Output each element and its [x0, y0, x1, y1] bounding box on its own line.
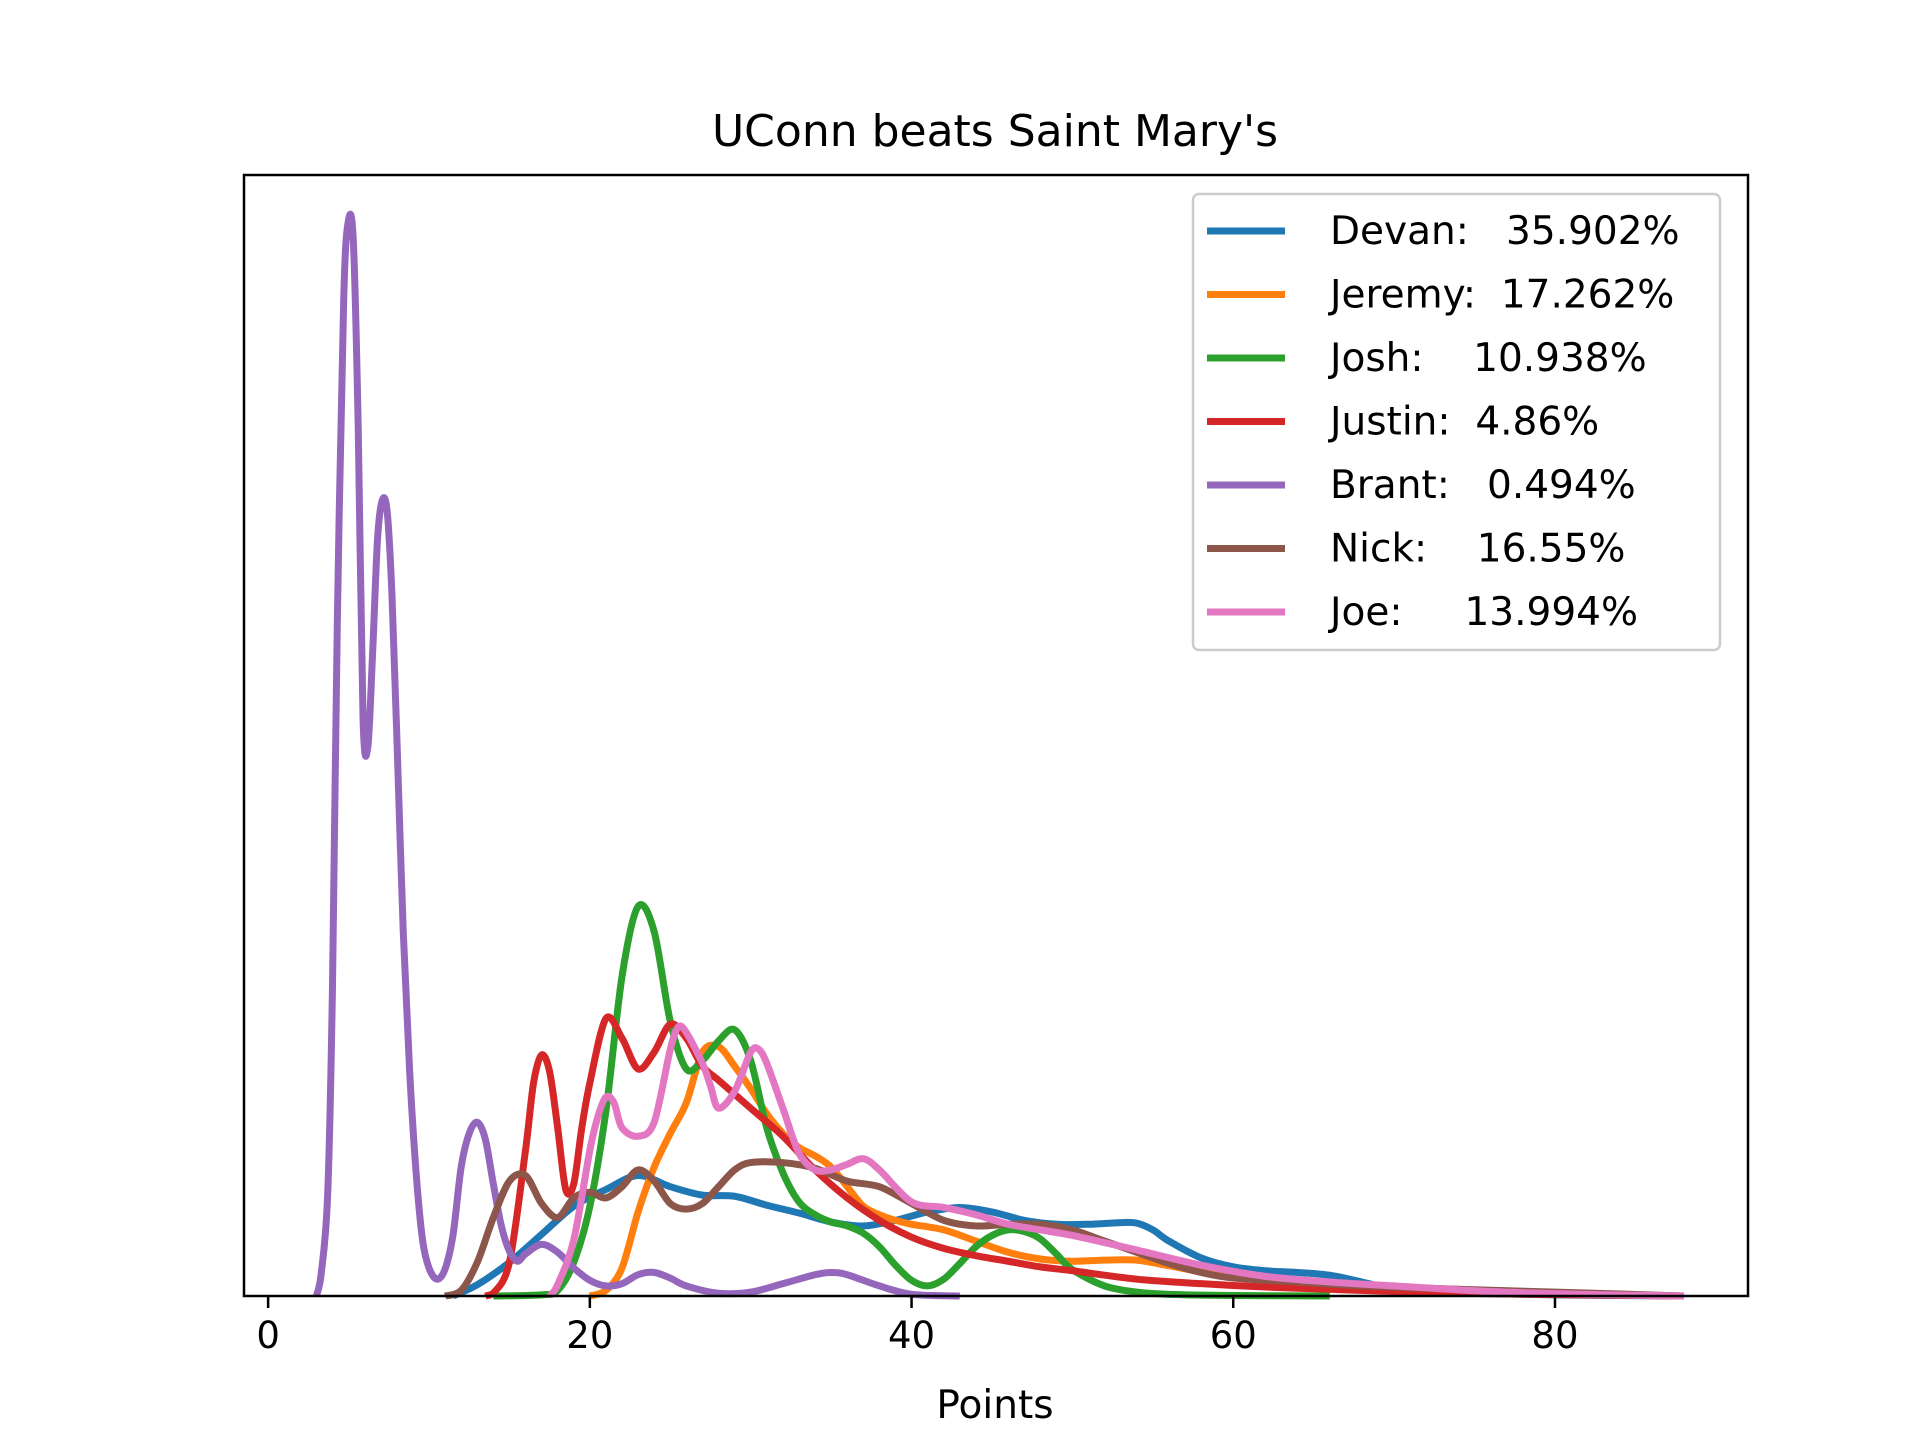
legend-label-josh: Josh: 10.938% [1327, 336, 1647, 381]
legend-label-brant: Brant: 0.494% [1330, 463, 1636, 508]
x-axis-label: Points [936, 1383, 1053, 1428]
series-line-josh [493, 901, 1330, 1300]
series-line-nick [443, 1158, 1684, 1300]
legend-box [1191, 192, 1722, 652]
series-line-brant [312, 210, 960, 1300]
legend-label-nick: Nick: 16.55% [1330, 527, 1625, 572]
x-tick-label: 80 [1531, 1314, 1578, 1357]
legend-label-justin: Justin: 4.86% [1327, 400, 1599, 445]
legend-label-joe: Joe: 13.994% [1327, 590, 1638, 635]
series-line-joe [546, 1022, 1684, 1300]
x-axis: 0 20 40 60 80 [256, 1296, 1579, 1357]
series-layer [312, 210, 1684, 1300]
chart-title: UConn beats Saint Mary's [712, 106, 1278, 157]
series-line-devan [451, 1171, 1684, 1300]
legend-label-jeremy: Jeremy: 17.262% [1327, 273, 1674, 318]
x-tick-label: 60 [1210, 1314, 1257, 1357]
x-tick-label: 20 [566, 1314, 613, 1357]
legend-label-devan: Devan: 35.902% [1330, 209, 1680, 254]
plot-frame [242, 173, 1750, 1298]
x-tick-label: 0 [256, 1314, 280, 1357]
legend: Devan: 35.902% Jeremy: 17.262% Josh: 10.93… [1191, 192, 1722, 652]
x-tick-label: 40 [888, 1314, 935, 1357]
